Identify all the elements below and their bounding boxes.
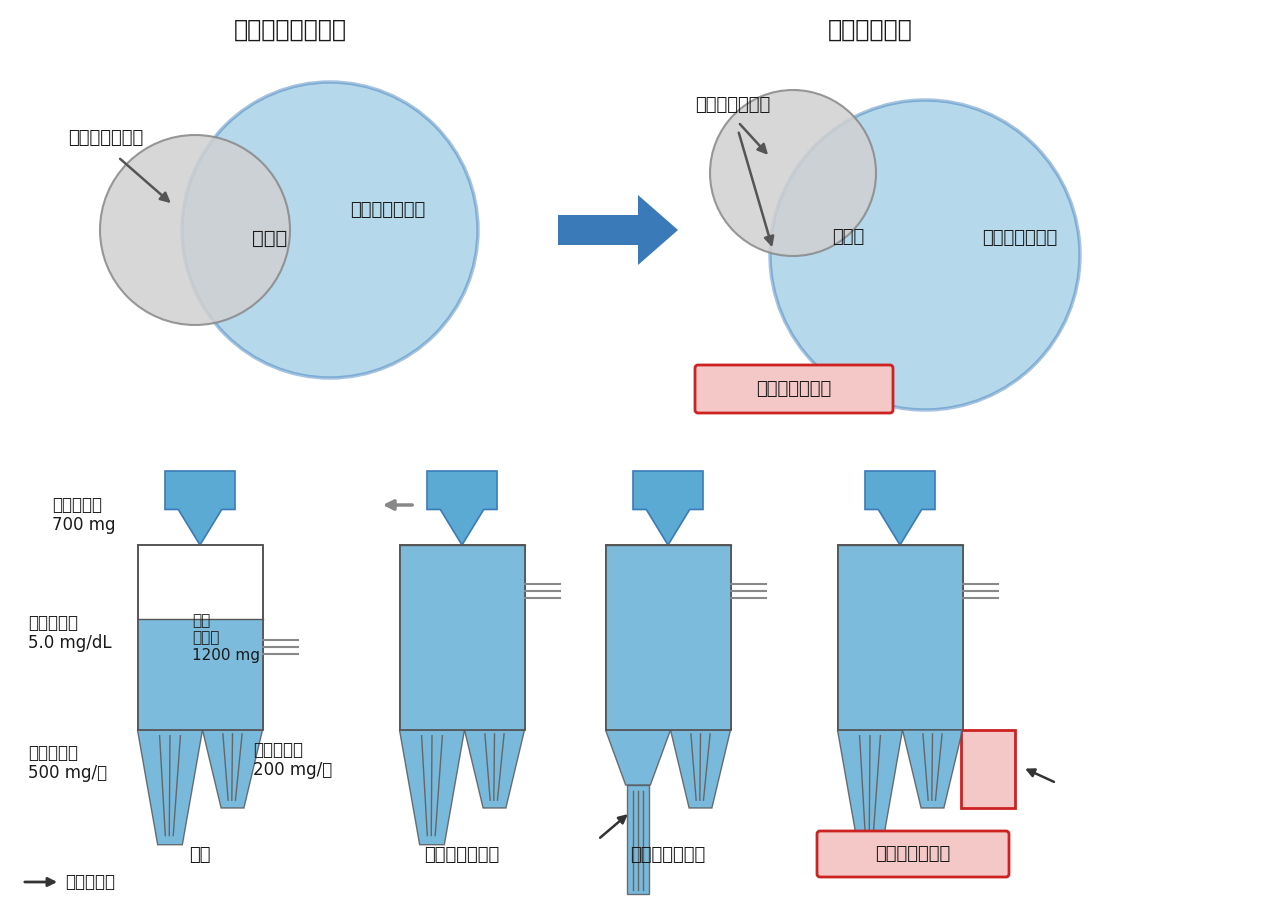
Circle shape	[710, 90, 877, 256]
Polygon shape	[671, 730, 730, 808]
Bar	[837, 545, 962, 730]
Text: 腎外排泄低下型: 腎外排泄低下型	[875, 845, 951, 863]
Text: 混合型: 混合型	[253, 229, 288, 248]
Polygon shape	[837, 730, 903, 845]
Polygon shape	[605, 730, 671, 785]
Text: 尿酸産生過剰型: 尿酸産生過剰型	[695, 96, 770, 114]
Bar	[138, 619, 263, 730]
Polygon shape	[427, 471, 498, 545]
Text: 尿酸排泄低下型: 尿酸排泄低下型	[350, 201, 426, 219]
Circle shape	[770, 100, 1080, 410]
Polygon shape	[558, 195, 678, 265]
Polygon shape	[865, 471, 935, 545]
Text: ：原因部位: ：原因部位	[64, 873, 115, 891]
Text: 血清尿酸値
5.0 mg/dL: 血清尿酸値 5.0 mg/dL	[28, 614, 111, 652]
Polygon shape	[202, 730, 263, 808]
Text: 尿酸産生過剰型: 尿酸産生過剰型	[424, 846, 500, 864]
Text: 正常: 正常	[189, 846, 211, 864]
Bar	[399, 545, 524, 730]
FancyBboxPatch shape	[817, 831, 1009, 877]
Polygon shape	[633, 471, 703, 545]
Circle shape	[182, 82, 477, 378]
Polygon shape	[165, 471, 235, 545]
Polygon shape	[903, 730, 962, 808]
Text: 尿酸産生過剰型: 尿酸産生過剰型	[68, 129, 143, 147]
Bar	[399, 545, 524, 730]
Text: 腎外排泄量
200 mg/日: 腎外排泄量 200 mg/日	[253, 741, 332, 779]
Text: これまでの考え方: これまでの考え方	[234, 18, 346, 42]
FancyBboxPatch shape	[695, 365, 893, 413]
Bar	[837, 545, 962, 730]
Text: 混合型: 混合型	[832, 228, 864, 246]
Text: 尿酸排泄低下型: 尿酸排泄低下型	[630, 846, 706, 864]
Text: 尿酸産生量
700 mg: 尿酸産生量 700 mg	[52, 496, 115, 535]
Bar	[138, 545, 263, 730]
Text: 尿酸排泄低下型: 尿酸排泄低下型	[983, 229, 1057, 247]
Text: 腎外排泄低下型: 腎外排泄低下型	[757, 380, 831, 398]
Text: 尿酸
プール
1200 mg: 尿酸 プール 1200 mg	[192, 614, 260, 663]
Text: 新たな考え方: 新たな考え方	[827, 18, 912, 42]
Bar	[605, 545, 730, 730]
Polygon shape	[399, 730, 465, 845]
Polygon shape	[138, 730, 202, 845]
Bar	[960, 730, 1014, 808]
Polygon shape	[465, 730, 524, 808]
Circle shape	[100, 135, 290, 325]
Text: 尿中排泄量
500 mg/日: 尿中排泄量 500 mg/日	[28, 744, 107, 782]
Bar	[605, 545, 730, 730]
Bar	[628, 785, 649, 894]
